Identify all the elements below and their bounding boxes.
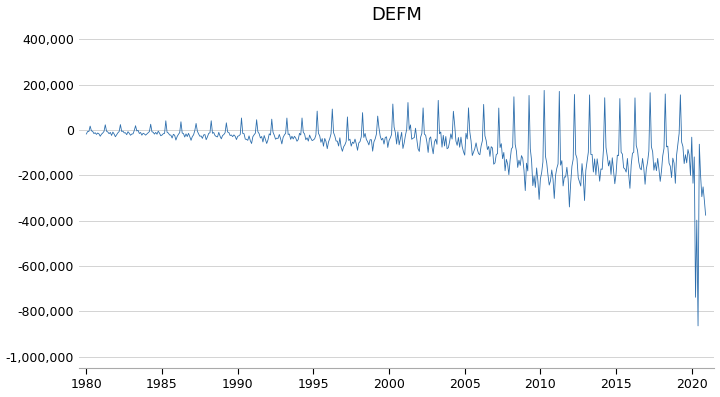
Title: DEFM: DEFM <box>372 6 422 23</box>
